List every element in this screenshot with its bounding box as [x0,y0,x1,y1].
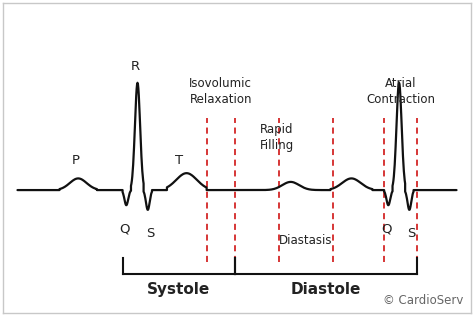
Text: S: S [146,228,155,240]
Text: Diastole: Diastole [291,282,361,297]
Text: Rapid
Filling: Rapid Filling [260,123,295,152]
Text: Systole: Systole [147,282,210,297]
Text: S: S [408,228,416,240]
Text: Isovolumic
Relaxation: Isovolumic Relaxation [189,77,252,106]
Text: P: P [72,154,80,167]
Text: Q: Q [119,223,130,236]
Text: Diastasis: Diastasis [279,234,333,247]
Text: Q: Q [381,223,392,236]
Text: Atrial
Contraction: Atrial Contraction [366,77,435,106]
Text: © CardioServ: © CardioServ [383,294,464,307]
Text: R: R [131,60,140,73]
Text: T: T [174,154,182,167]
